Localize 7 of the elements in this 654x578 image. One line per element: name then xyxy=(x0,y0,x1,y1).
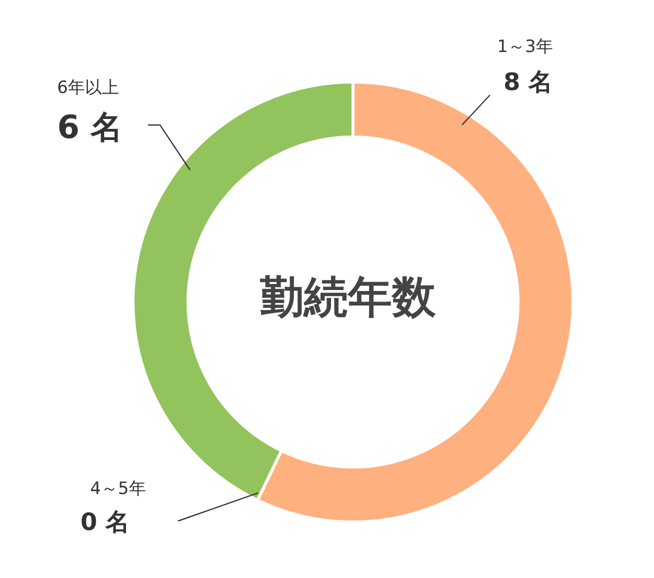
slice-label: 1～3年 xyxy=(497,37,553,57)
category-label: 4～5年 xyxy=(90,479,146,499)
text: 0 名 xyxy=(80,508,130,536)
data-label: 6 名 xyxy=(57,108,123,146)
text: 勤続年数 xyxy=(259,272,437,323)
slice-label: 6年以上 xyxy=(57,78,119,98)
data-label: 8 名 xyxy=(503,68,553,96)
